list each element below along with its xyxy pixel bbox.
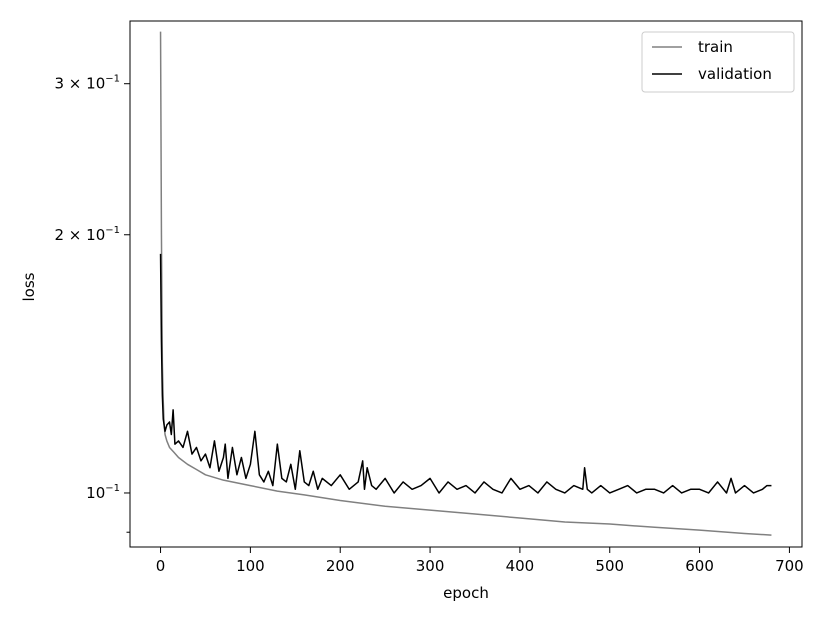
plot-area — [159, 31, 772, 536]
x-tick-label: 200 — [326, 557, 355, 575]
legend-label-train: train — [698, 38, 733, 56]
x-tick-label: 400 — [506, 557, 535, 575]
x-tick-label: 700 — [775, 557, 804, 575]
legend: train validation — [641, 31, 795, 93]
x-tick-label: 300 — [416, 557, 445, 575]
x-tick-label: 100 — [236, 557, 265, 575]
y-tick-label: 3 × 10−1 — [55, 74, 121, 93]
x-tick-label: 0 — [156, 557, 166, 575]
y-tick-label: 10−1 — [86, 483, 120, 502]
y-tick-label: 2 × 10−1 — [55, 225, 121, 244]
x-tick-label: 500 — [595, 557, 624, 575]
x-axis-ticks: 0 100 200 300 400 500 600 700 — [156, 547, 804, 575]
plot-frame — [129, 20, 803, 548]
legend-label-validation: validation — [698, 65, 772, 83]
y-axis-ticks: 10−1 2 × 10−1 3 × 10−1 — [55, 74, 130, 533]
x-tick-label: 600 — [685, 557, 714, 575]
series-line-validation — [159, 253, 772, 494]
x-axis-label: epoch — [443, 584, 489, 602]
y-axis-label: loss — [20, 272, 38, 301]
